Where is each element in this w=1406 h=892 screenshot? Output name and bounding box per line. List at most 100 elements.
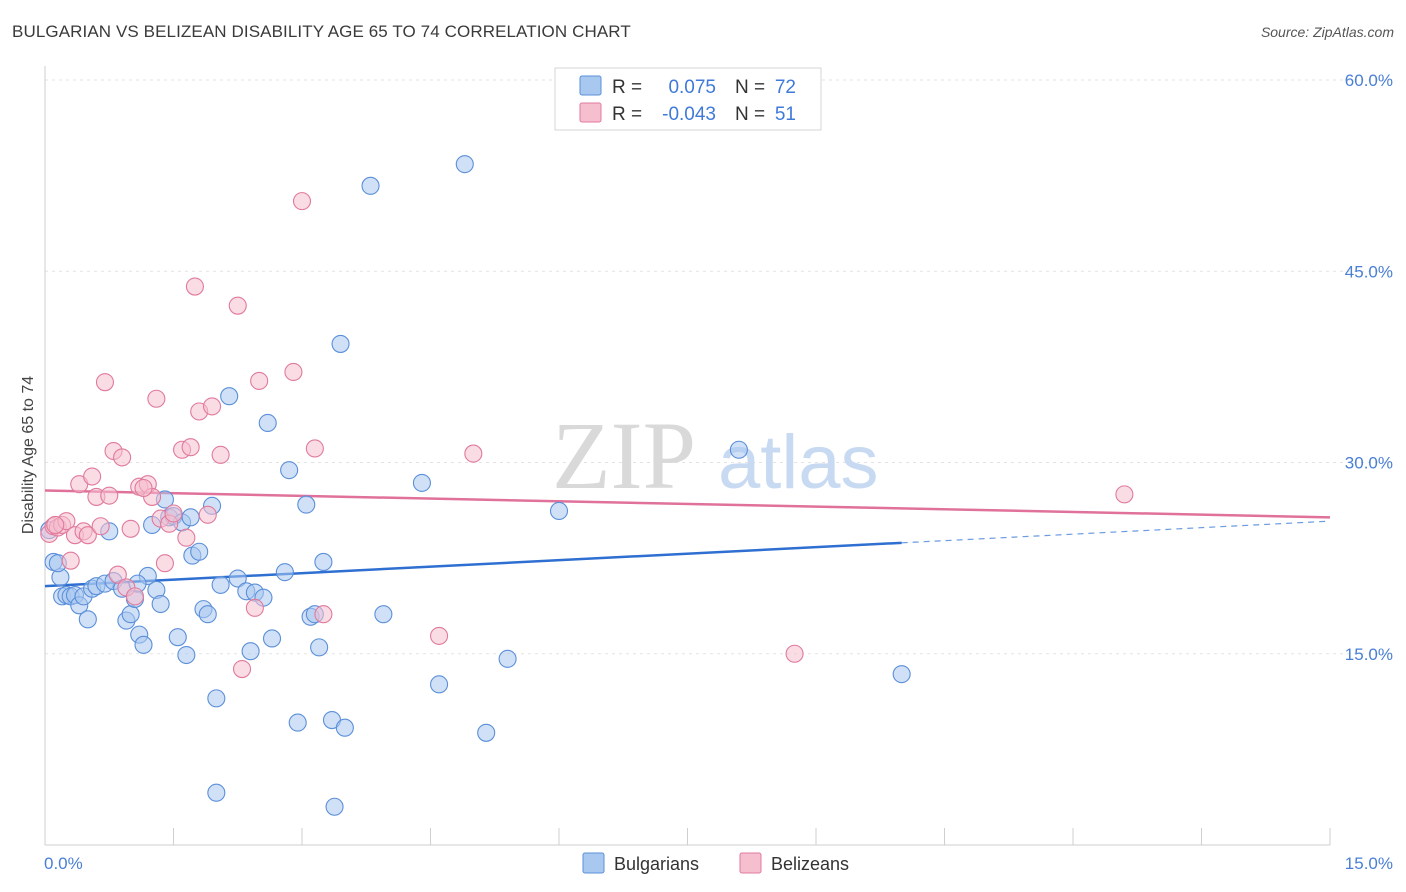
point-belizeans: [198, 505, 217, 524]
bottom-legend-label-bulgarians: Bulgarians: [614, 854, 699, 874]
point-bulgarians: [262, 629, 282, 648]
point-belizeans: [228, 296, 247, 315]
point-belizeans: [83, 467, 102, 486]
point-bulgarians: [374, 605, 393, 624]
point-belizeans: [250, 371, 269, 390]
grid: [45, 79, 1393, 655]
x-tick-label: 15.0%: [1345, 854, 1393, 873]
point-bulgarians: [134, 635, 153, 654]
y-tick-label: 60.0%: [1345, 71, 1393, 90]
point-bulgarians: [181, 508, 200, 527]
point-bulgarians: [220, 387, 239, 406]
trend-line-bulgarians: [44, 541, 902, 588]
point-belizeans: [78, 526, 97, 545]
watermark-atlas: atlas: [718, 420, 879, 505]
point-belizeans: [147, 389, 166, 408]
point-bulgarians: [190, 542, 209, 561]
point-bulgarians: [412, 473, 431, 492]
axes: [44, 66, 1331, 846]
legend-swatch-belizeans: [579, 102, 602, 123]
point-belizeans: [134, 478, 153, 498]
point-bulgarians: [168, 628, 187, 647]
legend-n-value: 51: [775, 104, 796, 125]
y-tick-label: 15.0%: [1345, 645, 1393, 664]
trend-line-belizeans: [44, 489, 1331, 519]
legend-box: R = 0.075 N = 72 R = -0.043 N = 51: [554, 67, 822, 131]
point-bulgarians: [310, 638, 329, 657]
point-bulgarians: [198, 605, 217, 624]
point-bulgarians: [211, 575, 230, 594]
point-bulgarians: [177, 645, 196, 665]
point-bulgarians: [498, 649, 517, 668]
point-belizeans: [1115, 485, 1134, 504]
trend-line-bulgarians-extension: [901, 520, 1331, 544]
point-belizeans: [164, 504, 183, 523]
trend-lines: [44, 489, 1331, 588]
point-belizeans: [284, 362, 303, 382]
point-bulgarians: [297, 495, 316, 514]
point-bulgarians: [314, 552, 333, 572]
point-bulgarians: [729, 440, 748, 459]
point-bulgarians: [151, 594, 170, 614]
point-belizeans: [177, 528, 196, 547]
legend-n-label: N =: [735, 77, 765, 98]
point-belizeans: [292, 192, 312, 211]
bottom-legend: Bulgarians Belizeans: [582, 852, 849, 874]
legend-swatch-bulgarians: [579, 75, 602, 96]
point-belizeans: [785, 644, 804, 663]
point-belizeans: [91, 517, 110, 536]
point-belizeans: [113, 448, 132, 467]
point-belizeans: [155, 554, 174, 573]
bottom-legend-swatch-bulgarians: [582, 852, 605, 874]
x-tick-label: 0.0%: [44, 854, 83, 873]
point-belizeans: [121, 519, 140, 538]
point-bulgarians: [228, 569, 247, 588]
point-bulgarians: [549, 501, 569, 521]
point-belizeans: [232, 659, 252, 679]
point-belizeans: [61, 551, 80, 570]
chart-title: BULGARIAN VS BELIZEAN DISABILITY AGE 65 …: [12, 22, 631, 41]
point-belizeans: [108, 565, 127, 584]
point-belizeans: [181, 438, 200, 457]
y-tick-label: 45.0%: [1345, 262, 1393, 281]
point-belizeans: [211, 445, 230, 464]
point-bulgarians: [361, 176, 380, 195]
point-bulgarians: [430, 675, 449, 694]
point-bulgarians: [258, 413, 277, 433]
bottom-legend-swatch-belizeans: [739, 852, 762, 874]
point-bulgarians: [275, 563, 294, 582]
legend-n-value: 72: [775, 77, 796, 98]
point-bulgarians: [121, 605, 140, 624]
watermark: ZIP atlas: [552, 402, 879, 509]
point-belizeans: [464, 444, 483, 463]
bottom-legend-label-belizeans: Belizeans: [771, 854, 849, 874]
point-belizeans: [203, 397, 222, 416]
point-belizeans: [305, 439, 324, 458]
legend-r-value: -0.043: [662, 104, 716, 125]
point-belizeans: [185, 277, 204, 296]
point-bulgarians: [325, 797, 344, 816]
point-bulgarians: [241, 642, 260, 661]
point-belizeans: [46, 515, 65, 535]
y-tick-label: 30.0%: [1345, 454, 1393, 473]
watermark-zip: ZIP: [552, 402, 696, 509]
point-belizeans: [100, 486, 119, 505]
point-belizeans: [245, 598, 264, 617]
point-bulgarians: [477, 723, 496, 742]
y-axis-label: Disability Age 65 to 74: [20, 376, 37, 534]
legend-r-label: R =: [612, 77, 642, 98]
point-belizeans: [314, 605, 333, 624]
y-tick-labels: 15.0% 30.0% 45.0% 60.0%: [1345, 71, 1393, 664]
points: [40, 155, 1134, 816]
point-bulgarians: [892, 665, 911, 684]
point-bulgarians: [288, 713, 307, 732]
point-bulgarians: [207, 783, 226, 802]
source-label: Source: ZipAtlas.com: [1260, 24, 1394, 40]
point-bulgarians: [455, 155, 474, 174]
point-bulgarians: [280, 461, 299, 480]
point-bulgarians: [331, 334, 350, 353]
x-tick-labels: 0.0% 15.0%: [44, 854, 1393, 873]
legend-n-label: N =: [735, 104, 765, 125]
legend-r-value: 0.075: [668, 77, 716, 98]
